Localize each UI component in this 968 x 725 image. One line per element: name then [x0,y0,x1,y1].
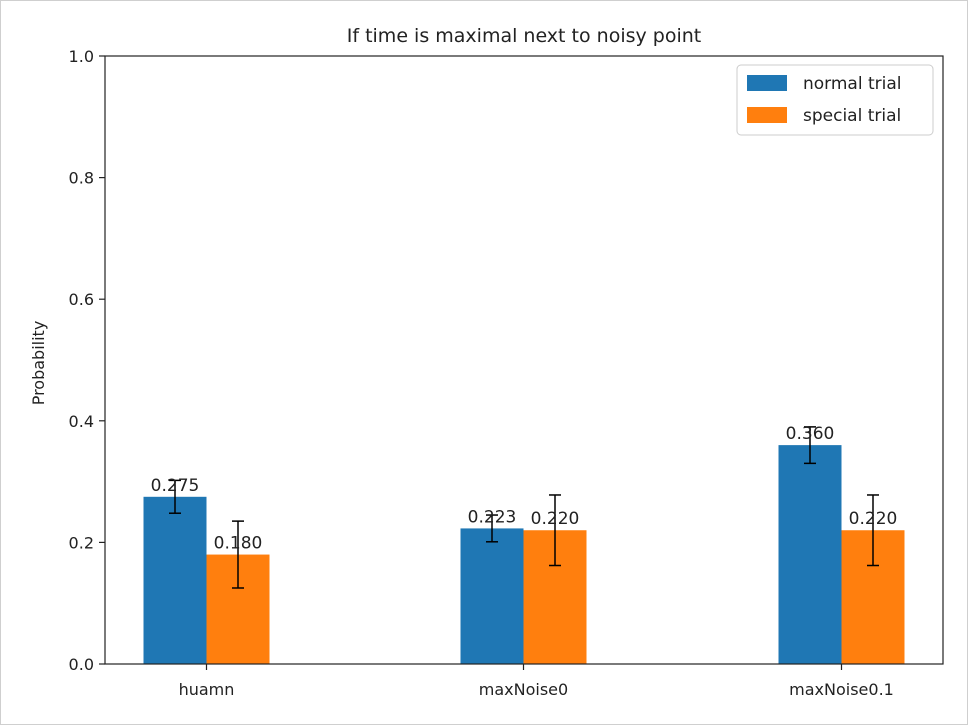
y-axis-label: Probability [29,321,48,406]
data-label: 0.220 [849,509,898,529]
chart-title: If time is maximal next to noisy point [347,25,702,47]
x-tick-label: maxNoise0 [479,680,568,699]
y-tick-label: 0.2 [69,533,94,552]
data-label: 0.220 [531,509,580,529]
y-tick-label: 0.8 [69,169,94,188]
y-tick-label: 0.0 [69,655,94,674]
x-tick-label: maxNoise0.1 [789,680,894,699]
bar-normal-maxNoise0.1 [778,445,842,664]
legend-label: special trial [803,106,901,126]
y-axis-ticks: 0.0 0.2 0.4 0.6 0.8 1.0 [69,47,105,674]
plot-area-frame [104,55,944,665]
x-axis-ticks: huamn maxNoise0 maxNoise0.1 [179,664,894,699]
data-label: 0.275 [151,476,200,496]
y-tick-label: 0.6 [69,290,94,309]
data-label: 0.360 [786,424,835,444]
legend-swatch [747,75,787,91]
legend-label: normal trial [803,74,902,94]
bars-group: 0.275 0.223 0.360 0.180 0.220 0.220 [143,424,905,664]
x-tick-label: huamn [179,680,235,699]
y-tick-label: 1.0 [69,47,94,66]
legend-swatch [747,107,787,123]
y-tick-label: 0.4 [69,412,94,431]
data-label: 0.223 [468,507,517,527]
legend: normal trial special trial [736,64,934,136]
data-label: 0.180 [214,534,263,554]
bar-normal-maxNoise0 [460,528,524,664]
bar-normal-huamn [143,496,207,664]
